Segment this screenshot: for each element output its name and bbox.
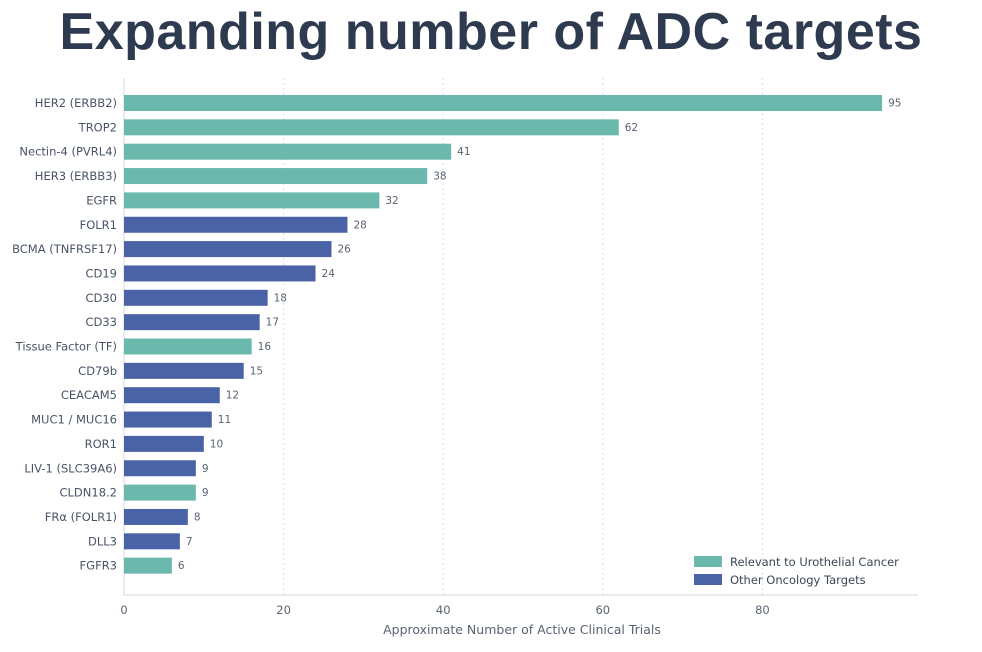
x-tick-label: 40 [436, 603, 451, 617]
bar [124, 411, 212, 428]
category-label: DLL3 [88, 534, 117, 548]
bar [124, 484, 196, 501]
category-label: CD33 [85, 315, 117, 329]
value-label: 62 [625, 122, 638, 134]
bar [124, 533, 180, 550]
x-tick-label: 80 [755, 603, 770, 617]
category-label: FRα (FOLR1) [45, 510, 117, 524]
value-label: 12 [226, 390, 239, 402]
value-label: 6 [178, 560, 185, 572]
value-label: 28 [353, 219, 366, 231]
category-label: TROP2 [78, 120, 117, 134]
category-label: MUC1 / MUC16 [31, 413, 117, 427]
value-label: 18 [274, 292, 287, 304]
value-label: 8 [194, 511, 201, 523]
legend-label: Relevant to Urothelial Cancer [730, 555, 899, 569]
value-label: 17 [266, 317, 279, 329]
value-label: 38 [433, 171, 446, 183]
value-label: 10 [210, 438, 223, 450]
value-label: 11 [218, 414, 231, 426]
bar [124, 192, 380, 209]
legend-label: Other Oncology Targets [730, 573, 866, 587]
bar [124, 508, 188, 525]
legend-swatch [694, 556, 722, 567]
category-label: CLDN18.2 [60, 486, 118, 500]
value-label: 16 [258, 341, 272, 353]
x-tick-label: 0 [120, 603, 127, 617]
x-axis-title: Approximate Number of Active Clinical Tr… [383, 622, 661, 637]
value-label: 9 [202, 487, 209, 499]
value-label: 24 [322, 268, 336, 280]
bar [124, 338, 252, 355]
bar [124, 435, 204, 452]
category-label: CD79b [78, 364, 117, 378]
bar [124, 216, 348, 233]
bar [124, 119, 619, 136]
bar [124, 314, 260, 331]
value-label: 32 [385, 195, 398, 207]
category-label: HER2 (ERBB2) [35, 96, 117, 110]
category-label: CD30 [85, 291, 117, 305]
bar [124, 289, 268, 306]
bar [124, 168, 428, 185]
category-label: HER3 (ERBB3) [35, 169, 117, 183]
page-title: Expanding number of ADC targets [59, 3, 923, 61]
category-label: FOLR1 [80, 218, 117, 232]
value-label: 95 [888, 98, 901, 110]
x-tick-label: 60 [595, 603, 610, 617]
bar [124, 265, 316, 282]
bar [124, 95, 883, 111]
category-label: Nectin-4 (PVRL4) [19, 145, 117, 159]
category-label: Tissue Factor (TF) [15, 340, 117, 354]
x-tick-label: 20 [276, 603, 291, 617]
category-label: ROR1 [85, 437, 117, 451]
bar [124, 143, 452, 160]
value-label: 26 [337, 244, 351, 256]
bar [124, 387, 220, 404]
category-label: BCMA (TNFRSF17) [12, 242, 117, 256]
category-label: CEACAM5 [61, 388, 117, 402]
category-label: EGFR [86, 193, 117, 207]
bar [124, 460, 196, 477]
bar [124, 557, 172, 574]
value-label: 7 [186, 536, 193, 548]
bar [124, 241, 332, 258]
category-label: CD19 [85, 266, 117, 280]
bar [124, 362, 244, 379]
category-label: LIV-1 (SLC39A6) [24, 461, 117, 475]
value-label: 9 [202, 463, 209, 475]
value-label: 15 [250, 365, 263, 377]
legend-swatch [694, 574, 722, 585]
category-label: FGFR3 [80, 559, 117, 573]
value-label: 41 [457, 146, 470, 158]
